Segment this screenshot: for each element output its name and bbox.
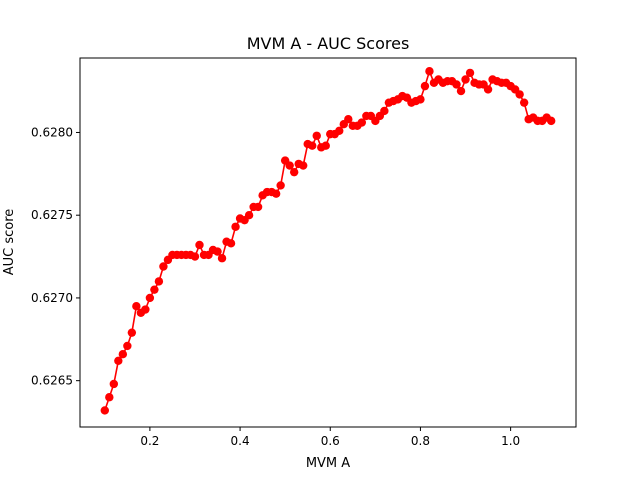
data-point bbox=[253, 202, 263, 212]
data-point bbox=[483, 85, 493, 94]
data-point bbox=[217, 254, 227, 263]
data-point bbox=[335, 126, 344, 136]
data-point bbox=[226, 239, 236, 248]
data-point bbox=[159, 262, 168, 271]
data-point bbox=[141, 305, 150, 314]
data-point bbox=[145, 293, 155, 303]
y-axis: 0.6265 0.6270 0.6275 0.6280 bbox=[31, 125, 80, 388]
y-tick-label: 0.6275 bbox=[31, 208, 73, 222]
x-tick-label: 0.2 bbox=[140, 434, 159, 448]
data-points bbox=[100, 67, 556, 415]
data-point bbox=[380, 106, 389, 116]
plot-frame bbox=[79, 57, 577, 428]
data-point bbox=[118, 349, 128, 359]
data-point bbox=[312, 131, 321, 140]
data-point bbox=[515, 90, 524, 99]
y-tick-label: 0.6265 bbox=[31, 374, 73, 388]
data-point bbox=[416, 95, 425, 104]
data-point bbox=[308, 141, 317, 150]
data-point bbox=[289, 167, 299, 177]
data-point bbox=[109, 379, 119, 389]
y-axis-label: AUC score bbox=[2, 209, 17, 276]
data-point bbox=[461, 75, 470, 84]
x-tick-label: 0.8 bbox=[411, 434, 430, 448]
data-point bbox=[114, 356, 123, 366]
x-tick-label: 0.6 bbox=[321, 434, 340, 448]
data-point bbox=[321, 141, 330, 150]
data-point bbox=[425, 67, 434, 76]
data-point bbox=[195, 240, 204, 250]
data-point bbox=[271, 189, 281, 198]
data-point bbox=[276, 181, 285, 190]
data-point bbox=[213, 247, 222, 256]
data-point bbox=[150, 285, 159, 294]
data-point bbox=[519, 98, 529, 107]
x-tick-label: 0.4 bbox=[231, 434, 250, 448]
data-point bbox=[456, 86, 466, 96]
x-tick-label: 1.0 bbox=[501, 434, 520, 448]
data-point bbox=[299, 161, 308, 170]
data-point bbox=[452, 80, 461, 89]
data-point bbox=[420, 81, 430, 91]
data-point bbox=[132, 302, 141, 311]
series-line bbox=[104, 68, 552, 411]
y-tick-label: 0.6270 bbox=[31, 291, 73, 305]
data-point bbox=[105, 393, 114, 402]
data-point bbox=[231, 222, 240, 231]
data-point bbox=[357, 118, 367, 127]
x-axis: 0.2 0.4 0.6 0.8 1.0 bbox=[140, 427, 520, 448]
data-point bbox=[465, 68, 475, 78]
data-point bbox=[100, 406, 110, 415]
data-point bbox=[244, 211, 254, 220]
chart-title: MVM A - AUC Scores bbox=[247, 34, 410, 53]
data-point bbox=[190, 252, 200, 261]
data-point bbox=[547, 116, 556, 126]
data-point bbox=[344, 115, 353, 124]
data-point bbox=[285, 161, 294, 170]
y-tick-label: 0.6280 bbox=[31, 125, 73, 139]
data-point bbox=[127, 328, 137, 337]
data-point bbox=[123, 341, 132, 351]
x-axis-label: MVM A bbox=[306, 456, 350, 471]
data-point bbox=[154, 277, 164, 286]
